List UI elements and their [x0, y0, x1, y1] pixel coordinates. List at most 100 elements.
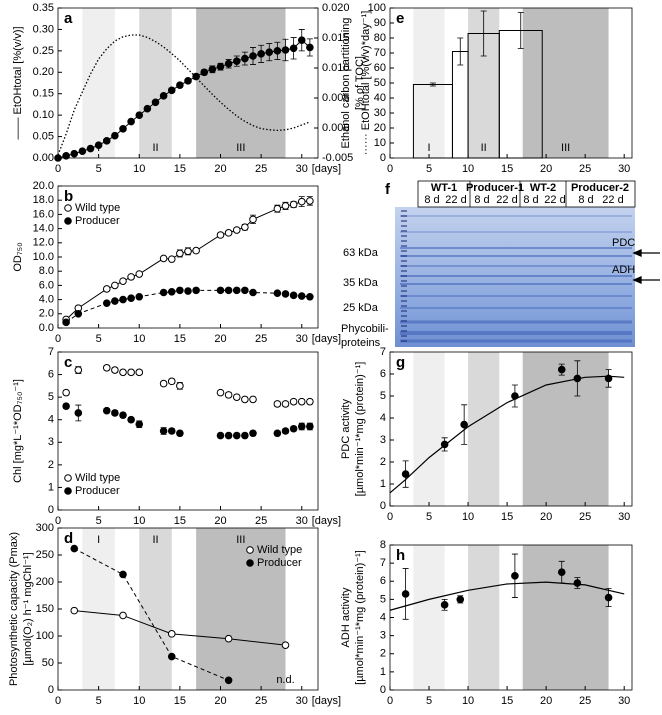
data-point	[273, 289, 282, 298]
y-axis-label: Ethanol carbon partitioning	[340, 18, 352, 149]
y-tick-label: 2	[380, 648, 386, 660]
data-point	[281, 427, 290, 435]
gel-bands	[400, 210, 632, 345]
legend-label: Producer	[75, 215, 120, 227]
y-axis-label: [µmol*min⁻¹*mg (protein)⁻¹]	[354, 550, 366, 685]
x-tick-label: 25	[255, 515, 267, 527]
x-tick-label: 5	[96, 515, 102, 527]
data-point	[557, 568, 566, 576]
panel-label: c	[64, 354, 72, 371]
shade-region	[413, 8, 445, 158]
data-point	[456, 595, 465, 604]
data-point	[127, 117, 135, 126]
y-tick-label: 0.35	[33, 2, 54, 14]
lane-day: 22 d	[496, 194, 517, 206]
shade-label: I	[428, 142, 431, 154]
y-tick-label: 8.0	[39, 265, 54, 277]
y-tick-label: 3	[48, 436, 54, 448]
y-tick-label: 4	[48, 414, 54, 426]
data-point	[281, 641, 290, 649]
data-point	[511, 572, 519, 580]
y-tick-label: 0	[380, 152, 386, 164]
y-axis-label: —— EtOHtotal [%(v/v)]	[12, 26, 24, 139]
data-point	[216, 286, 225, 295]
data-point	[127, 368, 135, 377]
arrow-label: ADH	[612, 264, 635, 276]
data-point	[192, 72, 200, 81]
legend-label: Wild type	[75, 202, 120, 214]
x-tick-label: 30	[296, 163, 308, 175]
x-tick-label: 5	[96, 695, 102, 707]
y-tick-label: 30	[374, 107, 386, 119]
x-tick-label: 25	[579, 163, 591, 175]
panel-label: g	[396, 354, 405, 371]
data-point	[119, 277, 127, 285]
series-line	[65, 289, 310, 323]
x-tick-label: 25	[255, 333, 267, 345]
shade-label: III	[561, 142, 570, 154]
data-point	[604, 593, 613, 602]
panel: c 0 1 2 3 4 5 6 7 0 5 10 15 20 25 30 [days] Chl [mg*L⁻¹*O…	[12, 346, 341, 527]
data-point	[111, 366, 119, 374]
y-tick-label: 0	[380, 500, 386, 512]
data-point	[167, 377, 176, 386]
lane-day: 8 d	[523, 194, 538, 206]
x-tick-label: 25	[579, 511, 591, 523]
y-axis-label: [µmol*min⁻¹*mg (protein)⁻¹]	[354, 362, 366, 497]
y-tick-label: 10.0	[33, 251, 54, 263]
data-point	[249, 52, 257, 60]
lane-day: 8 d	[578, 194, 593, 206]
data-point	[440, 440, 449, 449]
y-axis-label: PDC activity	[340, 399, 352, 459]
x-tick-label: 0	[55, 695, 61, 707]
data-point	[200, 68, 209, 77]
x-tick-label: 10	[462, 511, 474, 523]
panel: h 0 1 2 3 4 5 6 7 8 0 5 10 15 20 25 30 ADH activity [µmol*…	[340, 539, 633, 707]
y-tick-label: 90	[374, 17, 386, 29]
data-point	[249, 288, 257, 297]
data-point	[289, 424, 298, 433]
data-point	[289, 200, 298, 209]
y-tick-label: 6	[380, 368, 386, 380]
y-tick-label: 1	[380, 666, 386, 678]
data-point	[289, 44, 298, 53]
y-tick-label: 100	[36, 630, 54, 642]
error-bar	[457, 37, 464, 66]
y-tick-label: 5	[380, 390, 386, 402]
data-point	[289, 291, 298, 300]
y-tick-label: 20.0	[33, 180, 54, 192]
data-point	[249, 215, 257, 224]
panel: IIIIIIa0.000.050.100.150.200.250.300.35-…	[12, 2, 372, 175]
shade-region	[468, 545, 500, 690]
y-tick-label: 10	[374, 137, 386, 149]
data-point	[119, 611, 127, 620]
data-point	[167, 427, 176, 435]
data-point	[273, 400, 282, 408]
y-axis-label: Photosynthetic capacity (Pmax)	[8, 532, 20, 686]
data-point	[70, 544, 79, 553]
data-point	[401, 590, 410, 598]
data-point	[159, 288, 168, 297]
legend-label: Producer	[257, 557, 302, 569]
data-point	[281, 290, 290, 298]
data-point	[216, 431, 225, 440]
y-tick-label: 80	[374, 32, 386, 44]
y2-tick-label: 0.000	[322, 122, 350, 134]
bar	[451, 51, 469, 159]
data-point	[216, 62, 225, 71]
x-tick-label: 10	[133, 515, 145, 527]
x-tick-label: 20	[214, 695, 226, 707]
panel-label: d	[64, 530, 73, 547]
data-point	[297, 36, 306, 44]
y2-tick-label: 0.020	[322, 2, 350, 14]
error-bar	[429, 82, 436, 87]
y2-tick-label: 0.005	[322, 92, 350, 104]
y-tick-label: 6	[380, 575, 386, 587]
y-tick-label: 0.20	[33, 66, 54, 78]
panel-label: e	[396, 10, 404, 27]
y-axis-label: [% of TOC]	[354, 56, 366, 110]
error-bar	[480, 10, 487, 57]
data-point	[273, 47, 282, 55]
